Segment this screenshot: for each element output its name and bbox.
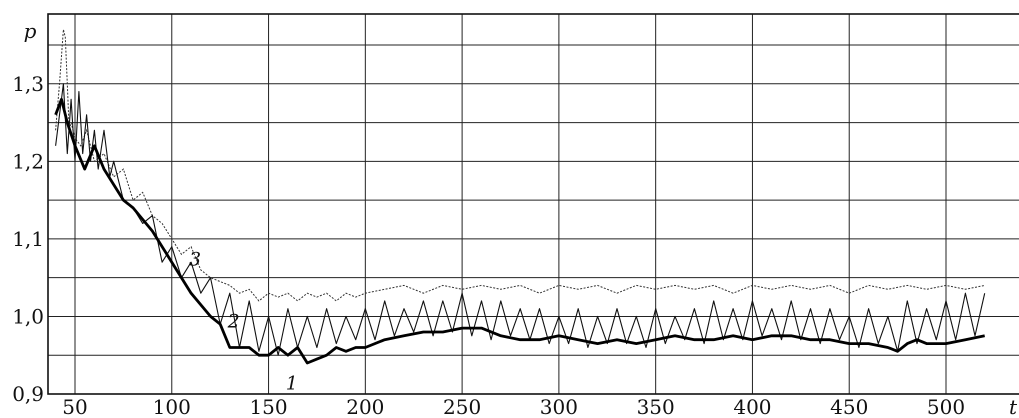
x-tick-label: 500 (927, 395, 965, 418)
x-tick-label: 50 (62, 395, 87, 418)
x-tick-label: 450 (830, 395, 868, 418)
y-axis-label: p (24, 19, 37, 43)
y-tick-label: 1,2 (12, 149, 44, 173)
x-tick-label: 250 (443, 395, 481, 418)
curve-labels: 1 2 3 (189, 248, 298, 394)
x-tick-label: 100 (153, 395, 191, 418)
curve-label-3: 3 (189, 248, 201, 270)
x-tick-label: 150 (249, 395, 287, 418)
x-tick-label: 350 (637, 395, 675, 418)
x-tick-label: 400 (733, 395, 771, 418)
series-line-3 (55, 29, 985, 302)
x-tick-label: 300 (540, 395, 578, 418)
series-lines (54, 29, 986, 365)
x-axis-label: t (1009, 395, 1018, 418)
y-tick-label: 1,1 (12, 227, 44, 251)
curve-label-2: 2 (227, 310, 240, 332)
grid (48, 14, 1019, 394)
x-tick-label: 200 (346, 395, 384, 418)
series-line-2 (55, 83, 986, 356)
curve-label-1: 1 (286, 372, 298, 394)
y-tick-label: 1,3 (12, 72, 44, 96)
plot-frame (47, 13, 1019, 395)
y-tick-label: 0,9 (12, 382, 44, 406)
y-axis-ticks: 0,9 1,0 1,1 1,2 1,3 (12, 72, 44, 406)
y-tick-label: 1,0 (12, 304, 44, 328)
series-line-1 (54, 97, 985, 365)
x-axis-ticks: 50 100 150 200 250 300 350 400 450 500 (62, 395, 965, 418)
